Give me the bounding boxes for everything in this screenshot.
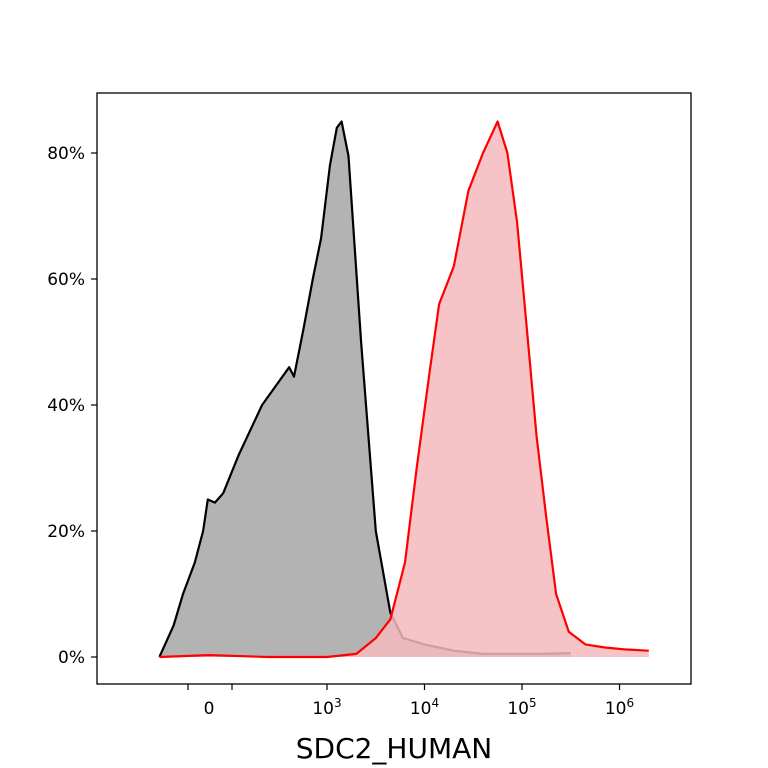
x-tick-label: 0 <box>204 699 215 719</box>
series-2-area <box>159 121 649 657</box>
y-tick-label: 20% <box>47 522 85 542</box>
series-1-area <box>159 121 571 657</box>
axis-layer: 0% 20% 40% 60% 80% 0 103 104 105 106 <box>47 144 634 719</box>
series-2-line <box>159 120 649 659</box>
plot-frame <box>96 92 692 685</box>
series-layer <box>158 120 649 659</box>
x-tick-label: 104 <box>410 696 439 719</box>
x-tick-label: 106 <box>605 696 634 719</box>
y-tick-label: 0% <box>58 648 85 668</box>
y-tick-label: 60% <box>47 270 85 290</box>
x-axis-title: SDC2_HUMAN <box>296 732 493 765</box>
x-tick-label: 105 <box>507 696 536 719</box>
y-tick-label: 40% <box>47 396 85 416</box>
x-tick-label: 103 <box>312 696 341 719</box>
y-tick-label: 80% <box>47 144 85 164</box>
